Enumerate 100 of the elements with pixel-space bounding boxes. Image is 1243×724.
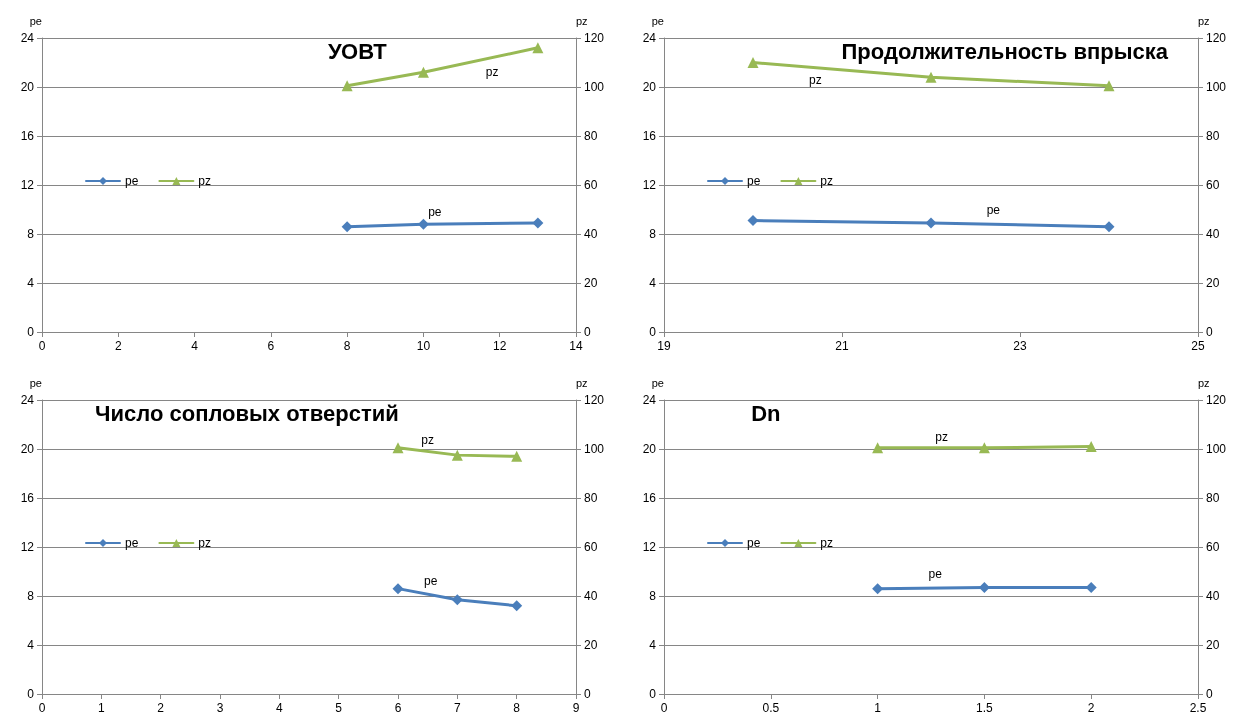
y2-tick-label: 120: [1206, 31, 1227, 45]
y2-tick-label: 0: [584, 687, 591, 701]
y2-axis-title: pz: [1198, 376, 1210, 389]
x-tick-label: 23: [1013, 339, 1027, 353]
y2-axis-title: pz: [576, 14, 588, 27]
y-axis-title: pe: [29, 376, 42, 389]
y2-tick-label: 60: [584, 540, 598, 554]
y2-tick-label: 100: [1206, 80, 1227, 94]
annotation: pe: [986, 202, 1001, 217]
y2-tick-label: 0: [1206, 687, 1213, 701]
y-tick-label: 12: [20, 540, 35, 554]
point: [451, 594, 463, 606]
x-tick-label: 5: [335, 701, 343, 715]
x-tick-label: 25: [1191, 339, 1205, 353]
point: [747, 215, 759, 227]
point: [1103, 221, 1115, 233]
annotation: pz: [935, 429, 949, 444]
point: [392, 583, 404, 595]
x-tick-label: 10: [416, 339, 431, 353]
y-tick-label: 12: [642, 178, 657, 192]
legend-label: pz: [820, 536, 834, 550]
y-tick-label: 24: [642, 31, 657, 45]
y-tick-label: 8: [649, 589, 657, 603]
y-tick-label: 12: [20, 178, 35, 192]
point: [532, 42, 544, 54]
legend-label: pz: [198, 174, 212, 188]
y-tick-label: 24: [20, 31, 35, 45]
x-tick-label: 8: [513, 701, 521, 715]
y-tick-label: 0: [649, 687, 657, 701]
x-tick-label: 2.5: [1189, 701, 1207, 715]
y-axis-title: pe: [651, 376, 664, 389]
x-tick-label: 1: [97, 701, 105, 715]
x-tick-label: 3: [216, 701, 224, 715]
y-tick-label: 20: [20, 80, 35, 94]
y2-tick-label: 120: [584, 31, 605, 45]
x-tick-label: 0.5: [762, 701, 780, 715]
y2-tick-label: 80: [1206, 129, 1220, 143]
y2-tick-label: 20: [584, 638, 598, 652]
point: [1103, 80, 1115, 92]
y2-tick-label: 40: [584, 227, 598, 241]
y-tick-label: 4: [27, 638, 35, 652]
point: [925, 217, 937, 229]
x-tick-label: 6: [394, 701, 402, 715]
y-tick-label: 4: [649, 638, 657, 652]
legend-label: pe: [747, 174, 761, 188]
y2-tick-label: 60: [1206, 178, 1220, 192]
point: [417, 66, 429, 78]
x-tick-label: 21: [835, 339, 849, 353]
y2-tick-label: 100: [584, 80, 605, 94]
annotation: pz: [485, 65, 499, 80]
x-tick-label: 2: [157, 701, 165, 715]
x-tick-label: 14: [569, 339, 583, 353]
y2-tick-label: 80: [584, 129, 598, 143]
legend-label: pe: [747, 536, 761, 550]
y-tick-label: 0: [27, 687, 35, 701]
point: [925, 71, 937, 83]
x-tick-label: 0: [38, 339, 46, 353]
point: [747, 57, 759, 68]
y-tick-label: 12: [642, 540, 657, 554]
x-tick-label: 19: [657, 339, 671, 353]
y2-tick-label: 80: [1206, 491, 1220, 505]
chart-title: УОВТ: [327, 38, 388, 64]
x-tick-label: 6: [267, 339, 275, 353]
y-tick-label: 0: [649, 325, 657, 339]
y2-tick-label: 60: [1206, 540, 1220, 554]
x-tick-label: 2: [114, 339, 122, 353]
y2-tick-label: 20: [1206, 276, 1220, 290]
y-tick-label: 20: [20, 442, 35, 456]
x-tick-label: 9: [572, 701, 580, 715]
y2-tick-label: 120: [1206, 393, 1227, 407]
annotation: pe: [928, 566, 943, 581]
y2-tick-label: 20: [1206, 638, 1220, 652]
x-tick-label: 8: [343, 339, 351, 353]
chart-title: Число сопловых отверстий: [95, 400, 399, 426]
y-tick-label: 16: [20, 129, 35, 143]
x-tick-label: 0: [38, 701, 46, 715]
y-axis-title: pe: [29, 14, 42, 27]
chart-title: Dn: [751, 400, 781, 426]
point: [511, 600, 523, 612]
y2-axis-title: pz: [1198, 14, 1210, 27]
y-tick-label: 20: [642, 80, 657, 94]
y2-axis-title: pz: [576, 376, 588, 389]
x-tick-label: 4: [191, 339, 199, 353]
y-tick-label: 24: [20, 393, 35, 407]
legend-label: pz: [820, 174, 834, 188]
point: [341, 80, 353, 92]
y2-tick-label: 80: [584, 491, 598, 505]
legend-label: pz: [198, 536, 212, 550]
x-tick-label: 1.5: [976, 701, 994, 715]
y-tick-label: 16: [642, 491, 657, 505]
annotation: pz: [808, 72, 822, 87]
y2-tick-label: 40: [1206, 227, 1220, 241]
y-tick-label: 8: [27, 589, 35, 603]
y2-tick-label: 60: [584, 178, 598, 192]
legend-label: pe: [125, 536, 139, 550]
y-tick-label: 16: [20, 491, 35, 505]
x-tick-label: 4: [275, 701, 283, 715]
annotation: pe: [428, 204, 442, 219]
y2-tick-label: 40: [1206, 589, 1220, 603]
annotation: pe: [423, 574, 438, 589]
